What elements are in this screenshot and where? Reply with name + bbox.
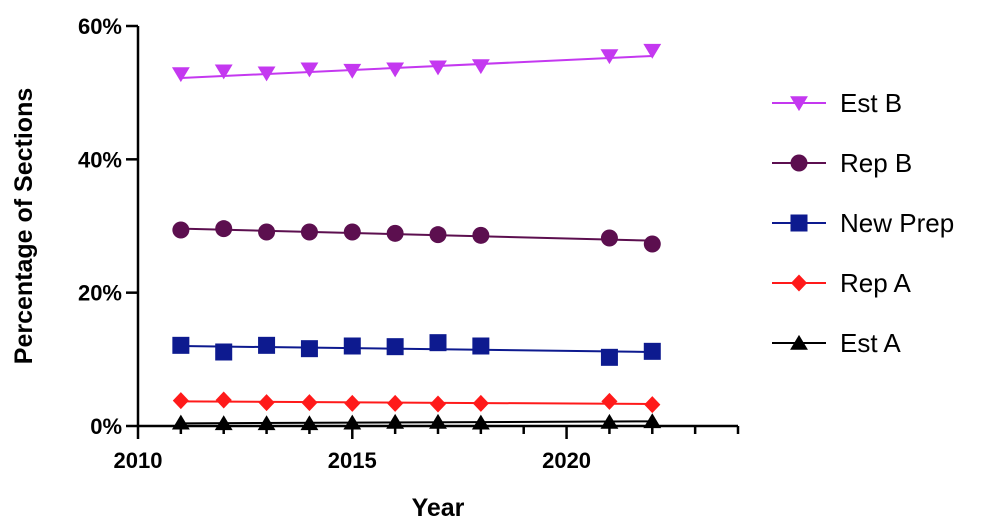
data-point bbox=[472, 337, 490, 355]
y-tick-label: 60% bbox=[78, 14, 122, 39]
data-point bbox=[386, 338, 404, 356]
trend-line bbox=[180, 227, 653, 242]
legend-item: Est A bbox=[772, 328, 901, 358]
data-point bbox=[171, 67, 190, 83]
ticks: 0% 20% 40% 60% 2010 2015 2020 bbox=[78, 14, 740, 473]
data-point bbox=[257, 66, 276, 82]
data-point bbox=[429, 226, 447, 244]
data-point bbox=[472, 226, 490, 244]
plot-area bbox=[171, 43, 662, 431]
data-point bbox=[472, 394, 489, 412]
legend-marker bbox=[790, 214, 808, 232]
series-est-a bbox=[171, 413, 662, 431]
data-point bbox=[172, 221, 190, 239]
series-new-prep bbox=[172, 334, 661, 366]
x-tick-label: 2015 bbox=[328, 448, 377, 473]
data-point bbox=[643, 235, 661, 253]
data-point bbox=[600, 348, 618, 366]
data-point bbox=[386, 62, 405, 78]
legend-label: Est B bbox=[840, 88, 902, 118]
legend-label: New Prep bbox=[840, 208, 954, 238]
trend-line bbox=[180, 400, 653, 405]
x-tick-label: 2010 bbox=[114, 448, 163, 473]
data-point bbox=[429, 395, 447, 413]
data-point bbox=[172, 392, 189, 410]
data-point bbox=[386, 224, 404, 242]
y-axis-title: Percentage of Sections bbox=[10, 88, 38, 364]
y-tick-label: 0% bbox=[90, 414, 122, 439]
data-point bbox=[643, 342, 661, 360]
data-point bbox=[343, 223, 361, 241]
data-point bbox=[644, 396, 661, 414]
data-point bbox=[214, 64, 233, 80]
data-point bbox=[429, 60, 447, 76]
data-point bbox=[643, 413, 662, 429]
legend-marker bbox=[790, 274, 808, 292]
data-point bbox=[300, 340, 318, 358]
data-point bbox=[300, 62, 319, 78]
data-point bbox=[300, 223, 318, 241]
data-point bbox=[215, 391, 232, 409]
data-point bbox=[343, 63, 362, 79]
data-point bbox=[258, 223, 276, 241]
legend-marker bbox=[790, 154, 808, 172]
trend-line bbox=[180, 420, 653, 425]
trend-line bbox=[180, 345, 653, 353]
data-point bbox=[258, 336, 276, 354]
data-point bbox=[343, 337, 361, 355]
data-point bbox=[643, 43, 662, 59]
data-point bbox=[215, 343, 233, 361]
data-point bbox=[601, 392, 618, 410]
legend-label: Est A bbox=[840, 328, 901, 358]
legend: Est B Rep B New Prep Rep A Est A bbox=[772, 88, 954, 358]
legend-marker bbox=[790, 334, 808, 350]
trend-line bbox=[180, 55, 653, 79]
data-point bbox=[301, 394, 318, 412]
legend-label: Rep A bbox=[840, 268, 911, 298]
data-point bbox=[258, 394, 275, 412]
legend-item: Rep A bbox=[772, 268, 911, 298]
x-axis-title: Year bbox=[412, 494, 465, 522]
data-point bbox=[471, 59, 490, 75]
data-point bbox=[387, 394, 404, 412]
y-tick-label: 40% bbox=[78, 147, 122, 172]
data-point bbox=[172, 336, 190, 354]
series-rep-a bbox=[172, 391, 661, 414]
series-rep-b bbox=[172, 220, 661, 253]
data-point bbox=[600, 49, 619, 65]
x-tick-label: 2020 bbox=[542, 448, 591, 473]
data-point bbox=[344, 394, 361, 412]
legend-marker bbox=[790, 96, 808, 112]
data-point bbox=[600, 229, 618, 247]
legend-item: New Prep bbox=[772, 208, 954, 238]
series-est-b bbox=[171, 43, 662, 83]
y-tick-label: 20% bbox=[78, 281, 122, 306]
legend-item: Rep B bbox=[772, 148, 912, 178]
data-point bbox=[215, 220, 233, 238]
legend-label: Rep B bbox=[840, 148, 912, 178]
legend-item: Est B bbox=[772, 88, 902, 118]
data-point bbox=[429, 334, 447, 352]
